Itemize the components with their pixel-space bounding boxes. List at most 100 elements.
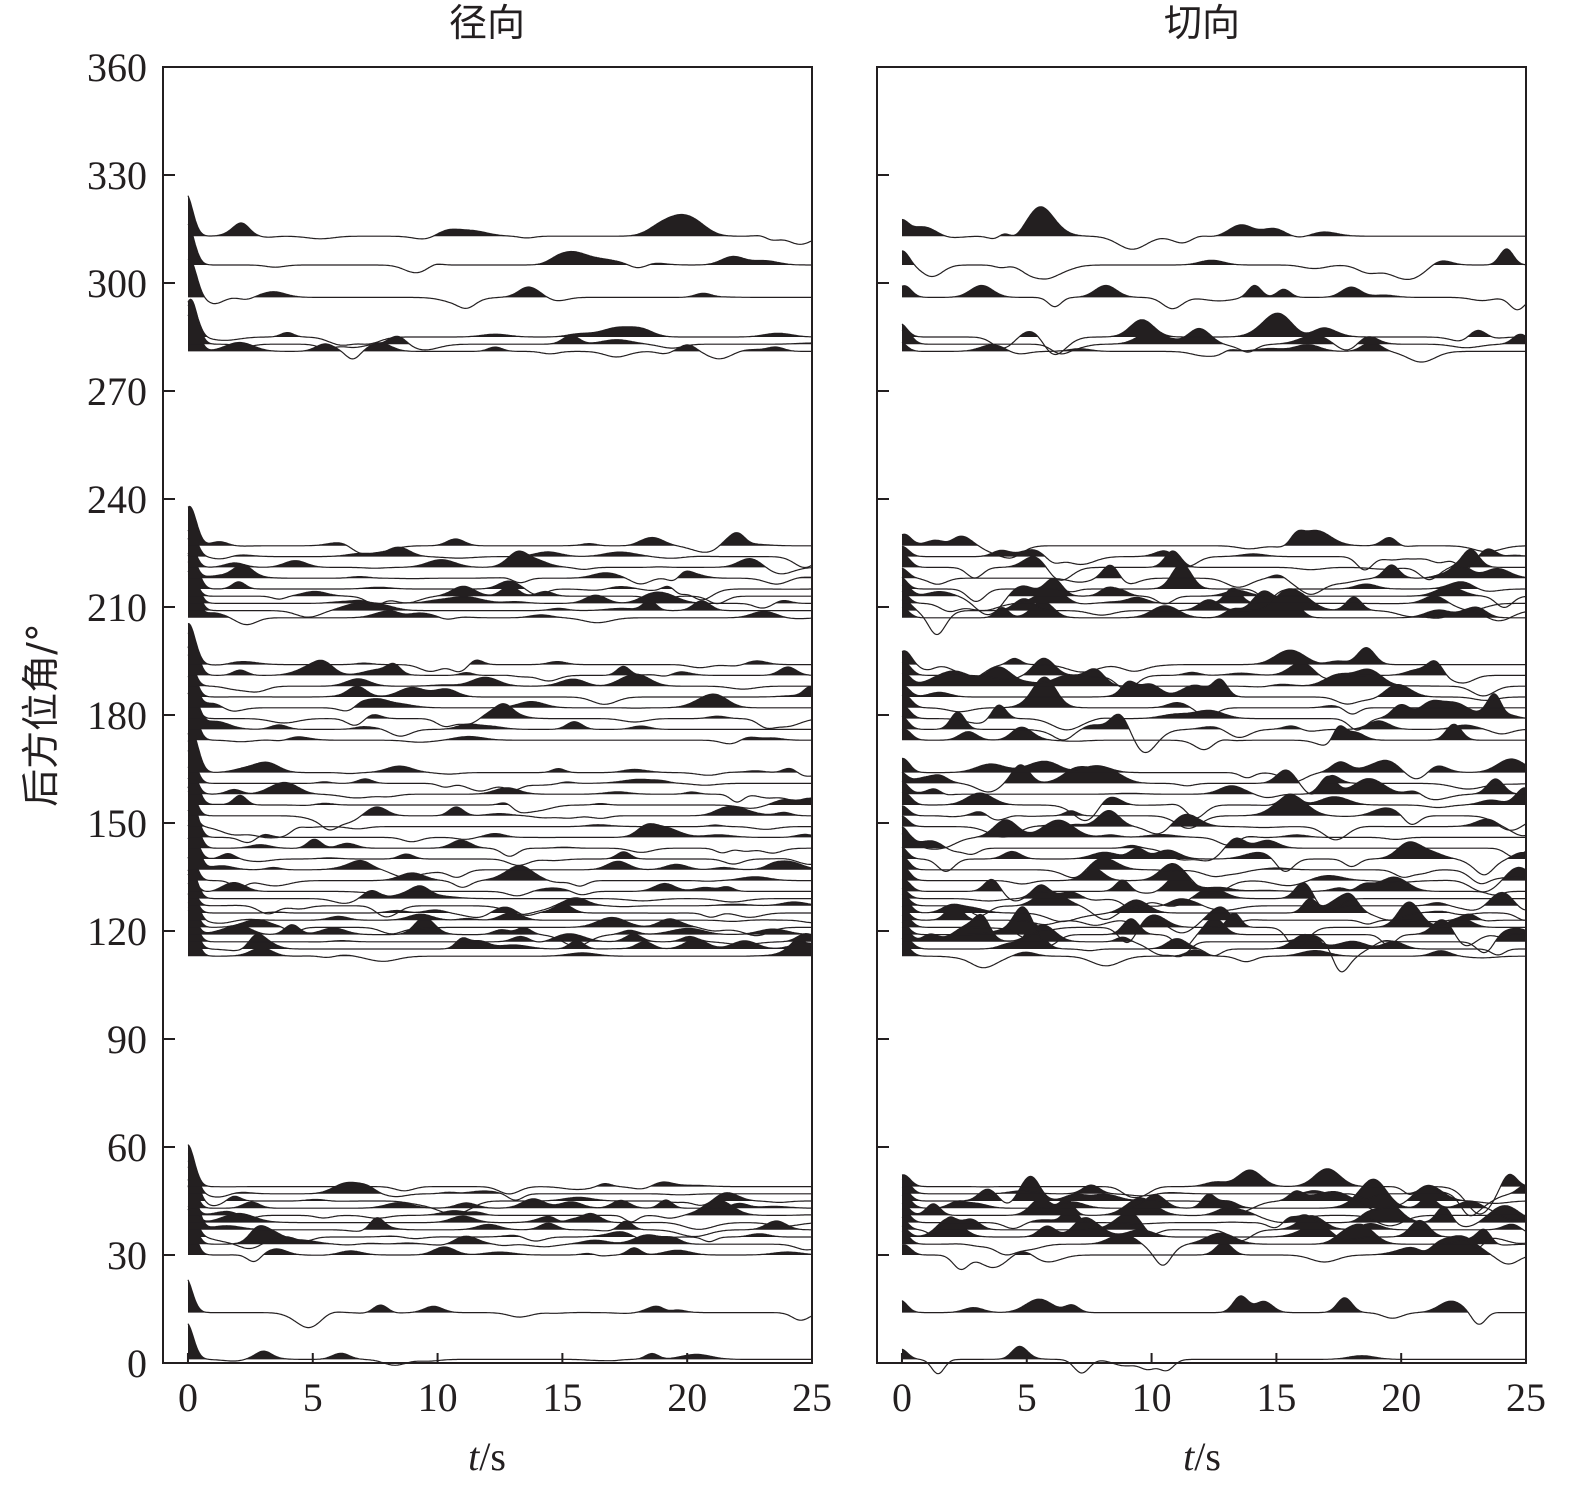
trace-fill [902,578,1526,597]
x-tick-label: 20 [667,1375,707,1420]
trace-fill [188,790,812,838]
trace-fill [902,902,1526,928]
trace-line [901,206,1526,250]
trace-fill [188,313,812,352]
trace-line [187,740,812,792]
trace-line [901,548,1526,581]
trace-line [187,1144,812,1195]
trace-fill [902,546,1526,557]
trace-line [187,837,812,889]
trace-fill [902,1346,1526,1360]
trace-line [187,560,812,609]
y-tick-label: 120 [87,909,147,954]
trace-fill [188,1154,812,1194]
trace-line [901,646,1526,679]
x-tick-label: 5 [1017,1375,1037,1420]
trace-line [187,654,813,705]
trace-fill [902,693,1526,719]
tangential-x-axis-unit: /s [1194,1434,1221,1479]
trace-fill [188,523,812,557]
radial-x-axis: 0 5 10 15 20 25 [178,1353,832,1420]
trace-fill [902,764,1526,784]
trace-line [902,678,1526,705]
y-axis-title: 后方位角/° [19,623,63,807]
trace-line [187,790,813,844]
trace-line [187,689,812,737]
trace-line [901,577,1527,616]
trace-line [187,807,812,857]
trace-line [901,327,1527,355]
trace-line [187,523,813,569]
trace-line [901,723,1526,751]
trace-line [901,676,1526,718]
trace-fill [902,563,1526,589]
trace-line [187,820,813,866]
trace-fill [188,823,812,870]
trace-line [901,711,1526,754]
trace-line [901,1168,1527,1215]
trace-line [901,1212,1527,1242]
trace-fill [902,893,1526,913]
trace-line [901,810,1527,841]
trace-fill [902,591,1526,618]
trace-fill [188,730,812,773]
trace-fill [902,1295,1526,1313]
trace-line [187,675,813,730]
radial-panel-title: 径向 [449,1,525,45]
trace-fill [188,195,812,237]
trace-line [187,1205,813,1251]
trace-line [901,1295,1526,1325]
x-tick-label: 10 [418,1375,458,1420]
trace-fill [188,646,812,687]
trace-fill [902,819,1526,838]
trace-line [187,822,813,878]
trace-line [901,819,1526,850]
trace-fill [902,658,1526,676]
trace-fill [902,679,1526,697]
trace-fill [902,1235,1526,1255]
trace-line [187,750,813,803]
trace-fill [188,561,812,604]
trace-line [901,787,1527,822]
trace-fill [902,914,1526,942]
y-tick-label: 300 [87,261,147,306]
trace-fill [902,758,1526,773]
trace-fill [902,863,1526,881]
trace-fill [902,285,1526,298]
trace-fill [188,1160,812,1201]
trace-line [187,765,813,814]
trace-fill [902,1176,1526,1201]
y-tick-label: 90 [107,1017,147,1062]
y-tick-label: 60 [107,1125,147,1170]
trace-fill [188,1166,812,1209]
trace-fill [902,647,1526,665]
trace-line [901,891,1527,920]
radial-y-axis: 0 30 60 90 120 150 180 210 240 270 300 330 360 [87,45,175,1386]
trace-fill [188,777,812,816]
trace-fill [902,795,1526,816]
trace-line [187,223,812,274]
trace-fill [188,883,812,928]
trace-line [901,312,1526,356]
trace-fill [188,1206,812,1245]
trace-line [901,529,1526,559]
trace-fill [188,1279,812,1313]
trace-line [901,901,1526,949]
x-tick-label: 0 [178,1375,198,1420]
trace-fill [188,569,812,611]
trace-line [901,832,1527,862]
trace-line [187,694,812,745]
trace-line [901,1235,1527,1271]
trace-line [901,693,1527,731]
trace-fill [188,632,812,676]
trace-line [187,195,813,245]
y-tick-label: 210 [87,585,147,630]
trace-line [901,248,1527,280]
trace-line [187,882,812,937]
trace-line [187,909,813,962]
x-tick-label: 10 [1132,1375,1172,1420]
trace-fill [902,874,1526,892]
trace-fill [902,906,1526,935]
trace-fill [188,506,812,546]
trace-fill [902,1168,1526,1187]
